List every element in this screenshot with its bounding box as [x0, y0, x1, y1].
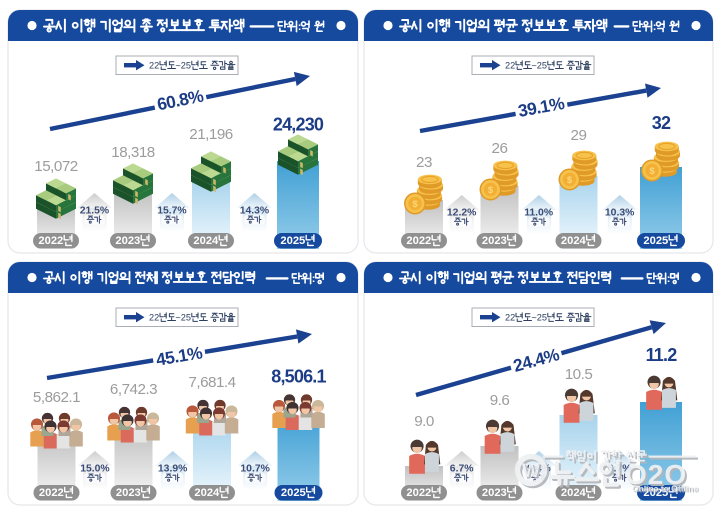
- svg-text:11.2: 11.2: [646, 345, 678, 365]
- svg-text:2022: 2022: [39, 487, 64, 499]
- svg-text:W: W: [522, 461, 540, 482]
- svg-text:21,196: 21,196: [189, 126, 233, 143]
- svg-text:2022: 2022: [406, 487, 431, 499]
- svg-text:10.5: 10.5: [565, 366, 593, 383]
- svg-text:2024: 2024: [561, 487, 587, 499]
- svg-text:21.5%: 21.5%: [80, 206, 109, 217]
- svg-text:O2O: O2O: [625, 459, 687, 490]
- svg-text:13.9%: 13.9%: [158, 464, 187, 475]
- svg-text:9.6: 9.6: [490, 392, 510, 409]
- svg-text:2023: 2023: [482, 235, 507, 247]
- svg-text:23: 23: [416, 154, 432, 171]
- svg-text:2025: 2025: [643, 487, 668, 499]
- svg-text:2023: 2023: [482, 487, 507, 499]
- svg-text:8,506.1: 8,506.1: [271, 367, 326, 387]
- svg-text:6.7%: 6.7%: [450, 464, 474, 475]
- svg-text:22: 22: [149, 60, 159, 70]
- svg-text:9.4%: 9.4%: [527, 464, 551, 475]
- svg-text:10.7%: 10.7%: [240, 464, 269, 475]
- svg-text:7,681.4: 7,681.4: [188, 374, 235, 391]
- svg-text::: :: [298, 21, 302, 33]
- svg-text:2025: 2025: [281, 487, 306, 499]
- svg-text::: :: [667, 273, 671, 285]
- svg-text:6,742.3: 6,742.3: [110, 381, 157, 398]
- svg-text:9.0: 9.0: [414, 413, 434, 430]
- svg-text:$: $: [488, 185, 494, 196]
- svg-text:O2O: O2O: [627, 461, 689, 492]
- svg-text:26: 26: [492, 140, 508, 157]
- svg-text:32: 32: [652, 113, 671, 133]
- svg-text:11.0%: 11.0%: [524, 208, 553, 219]
- svg-text:22: 22: [505, 312, 515, 322]
- svg-text:2023: 2023: [115, 235, 140, 247]
- svg-text:2024: 2024: [561, 235, 587, 247]
- svg-text:$: $: [412, 199, 418, 210]
- svg-text:14.3%: 14.3%: [240, 206, 269, 217]
- svg-text:2024: 2024: [193, 235, 219, 247]
- svg-text:12.2%: 12.2%: [447, 208, 476, 219]
- svg-text::: :: [653, 21, 657, 33]
- svg-text:~25: ~25: [175, 312, 191, 322]
- svg-text:15,072: 15,072: [34, 158, 78, 175]
- svg-text:24,230: 24,230: [273, 115, 324, 135]
- svg-text:Online to Offline: Online to Offline: [632, 484, 698, 494]
- svg-text:$: $: [567, 175, 573, 186]
- svg-text:18,318: 18,318: [111, 144, 155, 161]
- svg-text:15.7%: 15.7%: [157, 206, 186, 217]
- svg-text:$: $: [649, 166, 655, 177]
- svg-text:~25: ~25: [531, 312, 547, 322]
- svg-text:2023: 2023: [116, 487, 141, 499]
- svg-text:~25: ~25: [175, 60, 191, 70]
- svg-text:2022: 2022: [38, 235, 63, 247]
- svg-text:5,862.1: 5,862.1: [33, 389, 80, 406]
- svg-text:22: 22: [149, 312, 159, 322]
- svg-text:29: 29: [571, 127, 587, 144]
- svg-text:10.3%: 10.3%: [605, 208, 634, 219]
- svg-text:2022: 2022: [406, 235, 431, 247]
- svg-text:W: W: [524, 463, 542, 484]
- svg-text:2024: 2024: [194, 487, 220, 499]
- svg-text:Online to Offline: Online to Offline: [633, 485, 699, 495]
- svg-text:~25: ~25: [531, 60, 547, 70]
- svg-text:2025: 2025: [280, 235, 305, 247]
- svg-text:2025: 2025: [643, 235, 668, 247]
- svg-text::: :: [312, 273, 316, 285]
- svg-text:15.0%: 15.0%: [80, 464, 109, 475]
- svg-text:22: 22: [505, 60, 515, 70]
